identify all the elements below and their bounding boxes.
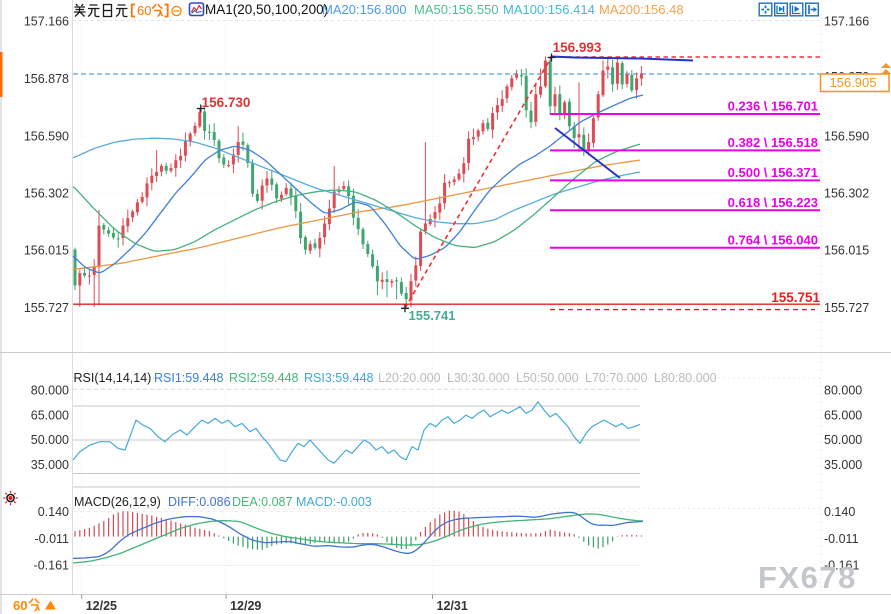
svg-text:60: 60 xyxy=(13,598,27,613)
svg-text:156.905: 156.905 xyxy=(830,75,877,90)
svg-text:156.302: 156.302 xyxy=(824,187,869,201)
svg-text:RSI2:59.448: RSI2:59.448 xyxy=(229,371,299,385)
svg-text:RSI3:59.448: RSI3:59.448 xyxy=(304,371,374,385)
svg-text:0.764 \ 156.040: 0.764 \ 156.040 xyxy=(728,232,818,247)
svg-text:156.015: 156.015 xyxy=(824,244,869,258)
svg-text:35.000: 35.000 xyxy=(824,458,862,472)
svg-text:80.000: 80.000 xyxy=(31,383,69,397)
svg-text:MACD(26,12,9): MACD(26,12,9) xyxy=(74,495,161,509)
svg-text:MA1(20,50,100,200): MA1(20,50,100,200) xyxy=(205,2,328,17)
svg-text:155.727: 155.727 xyxy=(824,301,869,315)
svg-text:MA200:156.48: MA200:156.48 xyxy=(599,2,684,17)
svg-text:80.000: 80.000 xyxy=(824,383,862,397)
svg-text:12/29: 12/29 xyxy=(230,599,261,613)
svg-text:65.000: 65.000 xyxy=(31,408,69,422)
svg-text:L80:80.000: L80:80.000 xyxy=(654,371,717,385)
svg-text:RSI(14,14,14): RSI(14,14,14) xyxy=(74,371,152,385)
svg-text:0.140: 0.140 xyxy=(38,505,69,519)
svg-text:MA50:156.550: MA50:156.550 xyxy=(414,2,499,17)
svg-text:156.730: 156.730 xyxy=(202,95,251,110)
svg-text:DIFF:0.086: DIFF:0.086 xyxy=(168,495,231,509)
svg-text:157.166: 157.166 xyxy=(824,15,869,29)
svg-text:-0.161: -0.161 xyxy=(824,559,859,573)
svg-text:-0.011: -0.011 xyxy=(824,532,859,546)
svg-text:0.500 \ 156.371: 0.500 \ 156.371 xyxy=(728,165,818,180)
svg-text:155.751: 155.751 xyxy=(771,290,820,305)
svg-text:156.590: 156.590 xyxy=(824,129,869,143)
svg-text:L50:50.000: L50:50.000 xyxy=(516,371,579,385)
svg-text:0.140: 0.140 xyxy=(824,505,855,519)
svg-text:0.618 \ 156.223: 0.618 \ 156.223 xyxy=(728,195,818,210)
svg-text:156.590: 156.590 xyxy=(24,129,69,143)
svg-text:12/25: 12/25 xyxy=(86,599,117,613)
svg-text:157.166: 157.166 xyxy=(24,15,69,29)
svg-text:MACD:-0.003: MACD:-0.003 xyxy=(296,495,372,509)
svg-text:L20:20.000: L20:20.000 xyxy=(378,371,441,385)
svg-text:156.302: 156.302 xyxy=(24,187,69,201)
svg-text:RSI1:59.448: RSI1:59.448 xyxy=(154,371,224,385)
svg-text:156.878: 156.878 xyxy=(24,72,69,86)
svg-text:35.000: 35.000 xyxy=(31,458,69,472)
svg-text:156.993: 156.993 xyxy=(553,40,602,55)
svg-text:60: 60 xyxy=(137,3,151,18)
svg-text:155.741: 155.741 xyxy=(409,308,456,323)
svg-text:50.000: 50.000 xyxy=(824,433,862,447)
svg-text:50.000: 50.000 xyxy=(31,433,69,447)
svg-text:65.000: 65.000 xyxy=(824,408,862,422)
svg-text:MA100:156.414: MA100:156.414 xyxy=(503,2,595,17)
svg-text:L30:30.000: L30:30.000 xyxy=(447,371,510,385)
svg-text:0.236 \ 156.701: 0.236 \ 156.701 xyxy=(728,99,818,114)
svg-text:156.015: 156.015 xyxy=(24,244,69,258)
svg-text:12/31: 12/31 xyxy=(437,599,468,613)
svg-text:DEA:0.087: DEA:0.087 xyxy=(232,495,293,509)
svg-text:-0.161: -0.161 xyxy=(34,559,69,573)
svg-text:155.727: 155.727 xyxy=(24,301,69,315)
svg-text:0.382 \ 156.518: 0.382 \ 156.518 xyxy=(728,135,818,150)
svg-text:MA20:156.800: MA20:156.800 xyxy=(322,2,407,17)
svg-text:L70:70.000: L70:70.000 xyxy=(585,371,648,385)
svg-text:-0.011: -0.011 xyxy=(34,532,69,546)
svg-text:FX678: FX678 xyxy=(758,560,857,595)
